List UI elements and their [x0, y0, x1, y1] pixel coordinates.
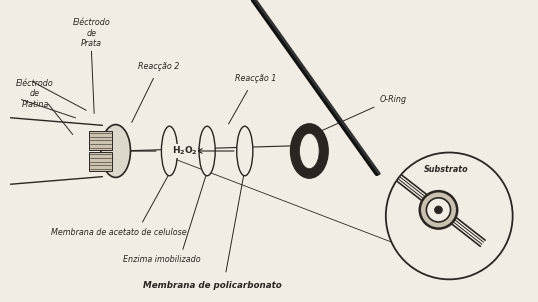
Text: Eléctrodo
de
Platina: Eléctrodo de Platina: [16, 79, 54, 108]
Circle shape: [427, 198, 450, 222]
Ellipse shape: [101, 124, 131, 177]
Text: Reacção 2: Reacção 2: [138, 62, 179, 71]
Text: Substrato: Substrato: [424, 165, 469, 174]
FancyBboxPatch shape: [89, 152, 112, 171]
Text: Membrana de policarbonato: Membrana de policarbonato: [143, 281, 282, 290]
Ellipse shape: [291, 124, 328, 178]
Text: O-Ring: O-Ring: [379, 95, 406, 104]
Circle shape: [420, 191, 457, 229]
Ellipse shape: [300, 133, 319, 169]
Text: Eléctrodo
de
Prata: Eléctrodo de Prata: [73, 18, 110, 48]
FancyBboxPatch shape: [89, 130, 112, 150]
Ellipse shape: [199, 126, 215, 176]
Text: $\mathbf{H_2O_2}$: $\mathbf{H_2O_2}$: [172, 145, 197, 157]
Ellipse shape: [237, 126, 253, 176]
Circle shape: [386, 153, 513, 279]
Text: Enzima imobilizado: Enzima imobilizado: [123, 255, 200, 264]
Circle shape: [435, 206, 442, 214]
Text: Membrana de acetato de celulose: Membrana de acetato de celulose: [51, 228, 186, 237]
Text: Reacção 1: Reacção 1: [235, 74, 276, 83]
Ellipse shape: [161, 126, 178, 176]
